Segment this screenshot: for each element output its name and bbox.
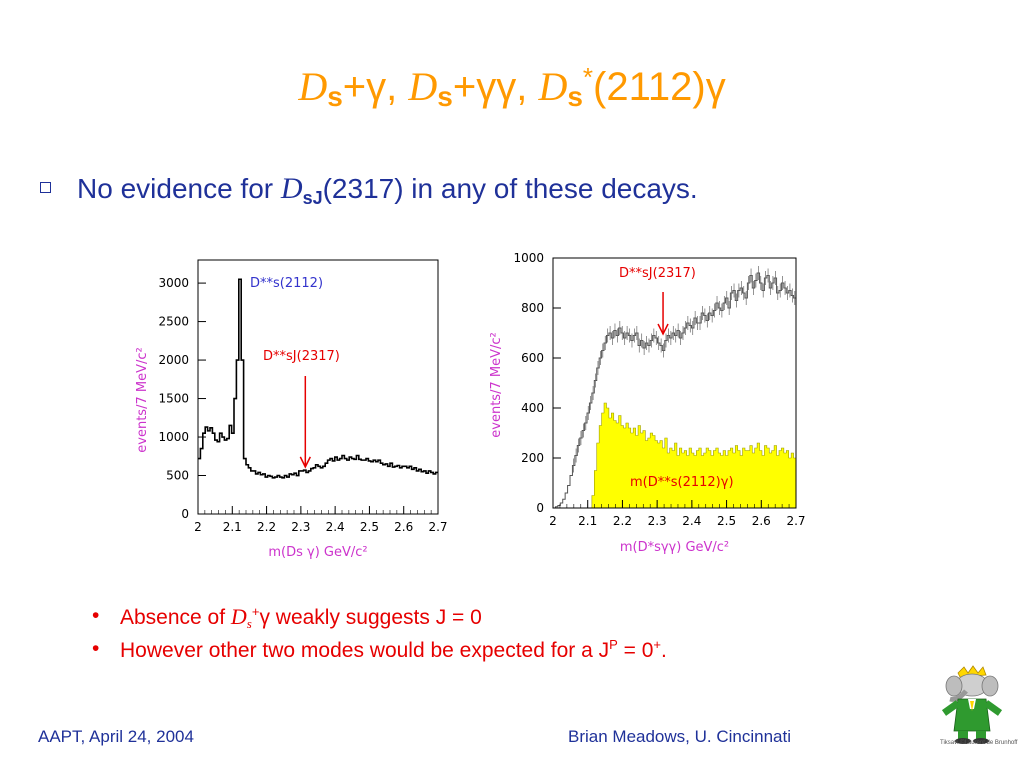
title-d2: D — [408, 64, 438, 109]
annotation-label: D**s(2112) — [250, 276, 323, 291]
title-seg1: +γ, — [342, 65, 409, 109]
x-tick-label: 2.3 — [291, 520, 310, 534]
x-tick-label: 2.5 — [717, 514, 736, 528]
note-item: • Absence of Ds+γ weakly suggests J = 0 — [92, 604, 667, 637]
elephant-mascot-icon — [941, 665, 1003, 744]
y-tick-label: 400 — [521, 401, 544, 415]
plot-frame — [197, 259, 439, 515]
title-d1: D — [298, 64, 328, 109]
note1-sub: s — [246, 616, 252, 631]
y-axis-label: events/7 MeV/c² — [489, 332, 504, 437]
x-tick-label: 2 — [194, 520, 202, 534]
bullet-pre: No evidence for — [77, 173, 281, 204]
title-sub3: s — [567, 81, 583, 112]
y-tick-label: 200 — [521, 451, 544, 465]
square-bullet-icon — [40, 182, 51, 193]
y-tick-label: 2500 — [158, 315, 189, 329]
y-tick-label: 600 — [521, 351, 544, 365]
y-tick-label: 1500 — [158, 392, 189, 406]
main-bullet: No evidence for DsJ(2317) in any of thes… — [40, 172, 698, 209]
mascot-credit: Tiksavi ©Laurent de Brunhoff — [940, 740, 1018, 746]
note-item: • However other two modes would be expect… — [92, 637, 667, 670]
slide-title: Ds+γ, Ds+γγ, Ds*(2112)γ — [0, 62, 1024, 113]
annotation-label: D**sJ(2317) — [263, 349, 340, 364]
y-tick-label: 1000 — [158, 430, 189, 444]
y-tick-label: 1000 — [513, 251, 544, 265]
x-tick-label: 2.7 — [786, 514, 805, 528]
note2-sup: P — [609, 637, 618, 652]
x-tick-label: 2.6 — [394, 520, 413, 534]
y-tick-label: 800 — [521, 301, 544, 315]
plot-frame — [552, 257, 797, 509]
note1-pre: Absence of — [120, 606, 231, 629]
note1-d: D — [230, 604, 247, 629]
series-fill-area — [553, 402, 797, 509]
y-tick-label: 2000 — [158, 353, 189, 367]
series-line — [553, 272, 796, 509]
x-axis-label: m(Ds γ) GeV/c² — [268, 545, 367, 560]
x-tick-label: 2.3 — [648, 514, 667, 528]
x-tick-label: 2.4 — [326, 520, 345, 534]
x-tick-label: 2.7 — [428, 520, 447, 534]
y-tick-label: 500 — [166, 469, 189, 483]
annotation-label: D**sJ(2317) — [619, 266, 696, 281]
y-tick-label: 0 — [536, 501, 544, 515]
title-star: * — [582, 62, 594, 92]
series-line — [198, 278, 438, 479]
bullet-post: (2317) in any of these decays. — [322, 173, 698, 204]
x-tick-label: 2.2 — [613, 514, 632, 528]
annotation-arrowhead — [299, 456, 311, 469]
title-sub2: s — [437, 81, 453, 112]
title-seg2: +γγ, — [452, 65, 539, 109]
note2-pre: However other two modes would be expecte… — [120, 639, 610, 662]
bullet-sub: sJ — [302, 188, 323, 208]
note2-mid: = 0 — [617, 639, 654, 662]
y-axis-label: events/7 MeV/c² — [135, 347, 150, 452]
note2-sup2: + — [653, 637, 661, 652]
x-tick-label: 2 — [549, 514, 557, 528]
y-tick-label: 0 — [181, 507, 189, 521]
y-tick-label: 3000 — [158, 276, 189, 290]
bullet-dot-icon: • — [92, 637, 100, 660]
note1-post: γ weakly suggests J = 0 — [259, 606, 482, 629]
footer-left: AAPT, April 24, 2004 — [38, 727, 194, 746]
notes-list: • Absence of Ds+γ weakly suggests J = 0 •… — [92, 604, 667, 670]
footer-right: Brian Meadows, U. Cincinnati — [568, 727, 791, 746]
x-tick-label: 2.2 — [257, 520, 276, 534]
note2-post: . — [660, 639, 667, 662]
x-axis-label: m(D*sγγ) GeV/c² — [620, 540, 729, 555]
x-tick-label: 2.6 — [752, 514, 771, 528]
bullet-dot-icon: • — [92, 604, 100, 627]
title-sub1: s — [327, 81, 343, 112]
title-d3: D — [538, 64, 568, 109]
x-tick-label: 2.1 — [578, 514, 597, 528]
x-tick-label: 2.1 — [223, 520, 242, 534]
bullet-d: D — [280, 172, 303, 205]
annotation-arrowhead — [657, 323, 669, 336]
x-tick-label: 2.5 — [360, 520, 379, 534]
title-seg3: (2112)γ — [593, 65, 726, 109]
annotation-label: m(D**s(2112)γ) — [630, 475, 734, 490]
x-tick-label: 2.4 — [682, 514, 701, 528]
note1-sup: + — [251, 604, 260, 619]
